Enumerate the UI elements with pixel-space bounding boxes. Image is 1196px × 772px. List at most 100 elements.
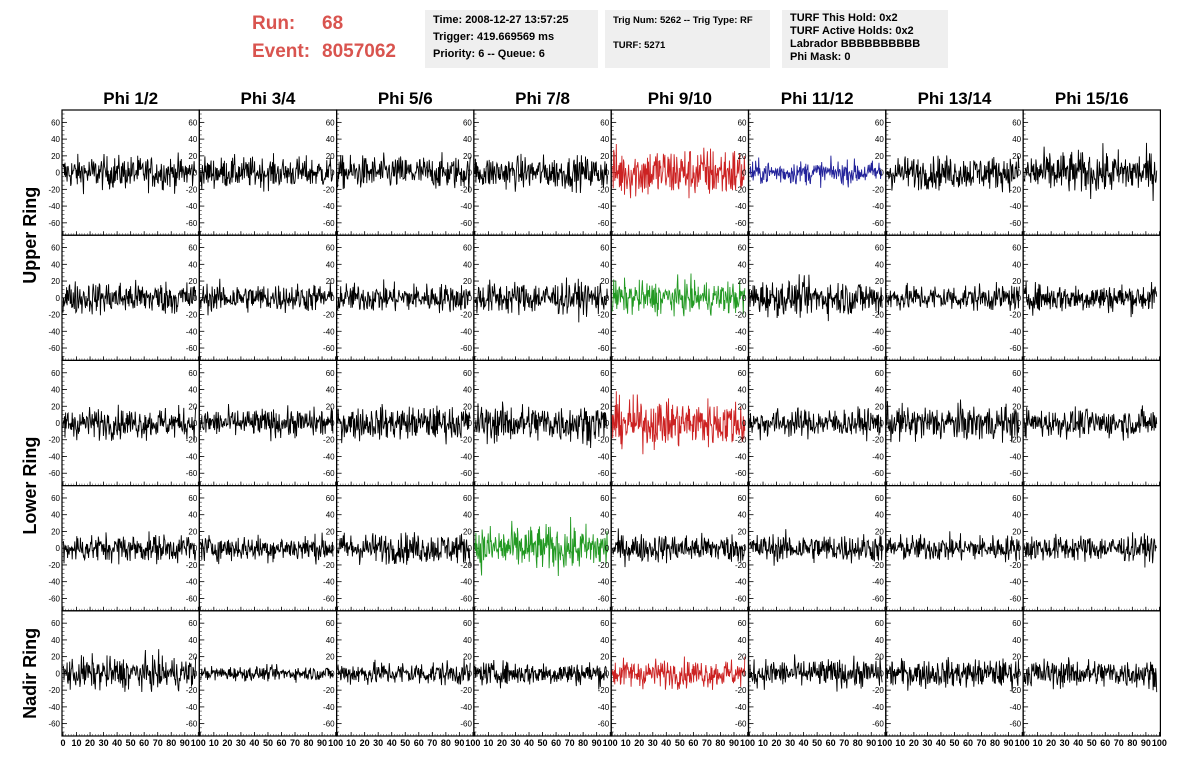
y-tick-label: 20	[51, 653, 60, 662]
y-tick-label: 0	[330, 669, 335, 678]
y-tick-label: -40	[48, 578, 60, 587]
y-tick-label: -40	[460, 202, 472, 211]
y-tick-label: -60	[460, 344, 472, 353]
y-tick-label: 20	[1012, 653, 1021, 662]
waveform-trace	[199, 532, 334, 565]
y-tick-label: 40	[188, 386, 197, 395]
x-tick-label: 70	[565, 738, 575, 748]
x-tick-label: 30	[1060, 738, 1070, 748]
y-tick-label: 20	[188, 527, 197, 536]
x-tick-label: 30	[236, 738, 246, 748]
y-tick-label: 0	[56, 669, 61, 678]
y-tick-label: -40	[1010, 703, 1022, 712]
y-tick-label: -40	[598, 202, 610, 211]
y-tick-label: 60	[326, 244, 335, 253]
y-tick-label: -20	[323, 436, 335, 445]
y-tick-label: 60	[51, 369, 60, 378]
x-tick-label: 90	[317, 738, 327, 748]
y-tick-label: 20	[738, 527, 747, 536]
y-tick-label: 40	[1012, 135, 1021, 144]
x-tick-label: 70	[977, 738, 987, 748]
x-tick-label: 60	[963, 738, 973, 748]
y-tick-label: 20	[738, 277, 747, 286]
waveform-trace	[749, 155, 883, 188]
y-tick-label: -40	[186, 202, 198, 211]
waveform-trace	[337, 279, 471, 314]
y-tick-label: -60	[48, 344, 60, 353]
y-tick-label: -60	[48, 720, 60, 729]
y-tick-label: 60	[600, 118, 609, 127]
waveform-trace	[1023, 142, 1158, 202]
x-tick-label: 50	[400, 738, 410, 748]
y-tick-label: 40	[1012, 636, 1021, 645]
y-tick-label: -20	[598, 561, 610, 570]
y-tick-label: 60	[188, 494, 197, 503]
y-tick-label: 20	[1012, 527, 1021, 536]
y-tick-label: 40	[326, 260, 335, 269]
y-tick-label: 40	[326, 135, 335, 144]
y-tick-label: 0	[879, 294, 884, 303]
x-tick-label: 90	[866, 738, 876, 748]
y-tick-label: 20	[463, 527, 472, 536]
waveform-trace	[337, 152, 471, 192]
ring-label: Nadir Ring	[20, 628, 40, 719]
y-tick-label: 40	[875, 511, 884, 520]
y-tick-label: 20	[875, 402, 884, 411]
y-tick-label: -60	[872, 594, 884, 603]
y-tick-label: -20	[186, 185, 198, 194]
y-tick-label: -60	[735, 219, 747, 228]
x-tick-label: 20	[360, 738, 370, 748]
y-tick-label: 0	[605, 669, 610, 678]
y-tick-label: 0	[1017, 294, 1022, 303]
y-tick-label: 40	[600, 511, 609, 520]
x-tick-label: 100	[328, 738, 343, 748]
y-tick-label: 0	[742, 544, 747, 553]
y-tick-label: 0	[467, 419, 472, 428]
x-tick-label: 30	[785, 738, 795, 748]
x-tick-label: 70	[153, 738, 163, 748]
waveform-trace	[62, 404, 197, 441]
x-tick-label: 80	[715, 738, 725, 748]
phi-column-label: Phi 1/2	[103, 89, 158, 108]
y-tick-label: 0	[467, 669, 472, 678]
y-tick-label: 0	[605, 294, 610, 303]
y-tick-label: 40	[1012, 511, 1021, 520]
x-tick-label: 90	[180, 738, 190, 748]
y-tick-label: 20	[875, 277, 884, 286]
y-tick-label: -40	[872, 327, 884, 336]
waveform-trace	[611, 528, 746, 568]
x-tick-label: 20	[1046, 738, 1056, 748]
y-tick-label: -20	[598, 185, 610, 194]
y-tick-label: -40	[186, 452, 198, 461]
y-tick-label: -20	[48, 311, 60, 320]
y-tick-label: 60	[738, 244, 747, 253]
y-tick-label: -20	[48, 686, 60, 695]
x-tick-label: 30	[648, 738, 658, 748]
x-tick-label: 40	[524, 738, 534, 748]
x-tick-label: 10	[621, 738, 631, 748]
y-tick-label: -20	[323, 561, 335, 570]
x-tick-label: 90	[1004, 738, 1014, 748]
x-tick-label: 60	[826, 738, 836, 748]
y-tick-label: 60	[188, 244, 197, 253]
y-tick-label: 40	[875, 636, 884, 645]
x-tick-label: 70	[1114, 738, 1124, 748]
y-tick-label: -60	[48, 594, 60, 603]
waveform-trace	[199, 403, 334, 442]
y-tick-label: -40	[323, 578, 335, 587]
y-tick-label: 60	[463, 244, 472, 253]
y-tick-label: 0	[605, 169, 610, 178]
y-tick-label: 40	[188, 511, 197, 520]
y-tick-label: -60	[598, 720, 610, 729]
waveform-trace	[62, 649, 197, 693]
waveform-trace	[1023, 405, 1158, 441]
phi-column-label: Phi 9/10	[648, 89, 712, 108]
y-tick-label: -20	[735, 311, 747, 320]
y-tick-label: -60	[735, 594, 747, 603]
x-tick-label: 30	[922, 738, 932, 748]
y-tick-label: 60	[463, 494, 472, 503]
run-label: Run:	[252, 13, 296, 34]
y-tick-label: 0	[1017, 544, 1022, 553]
y-tick-label: 40	[600, 135, 609, 144]
y-tick-label: 60	[188, 118, 197, 127]
